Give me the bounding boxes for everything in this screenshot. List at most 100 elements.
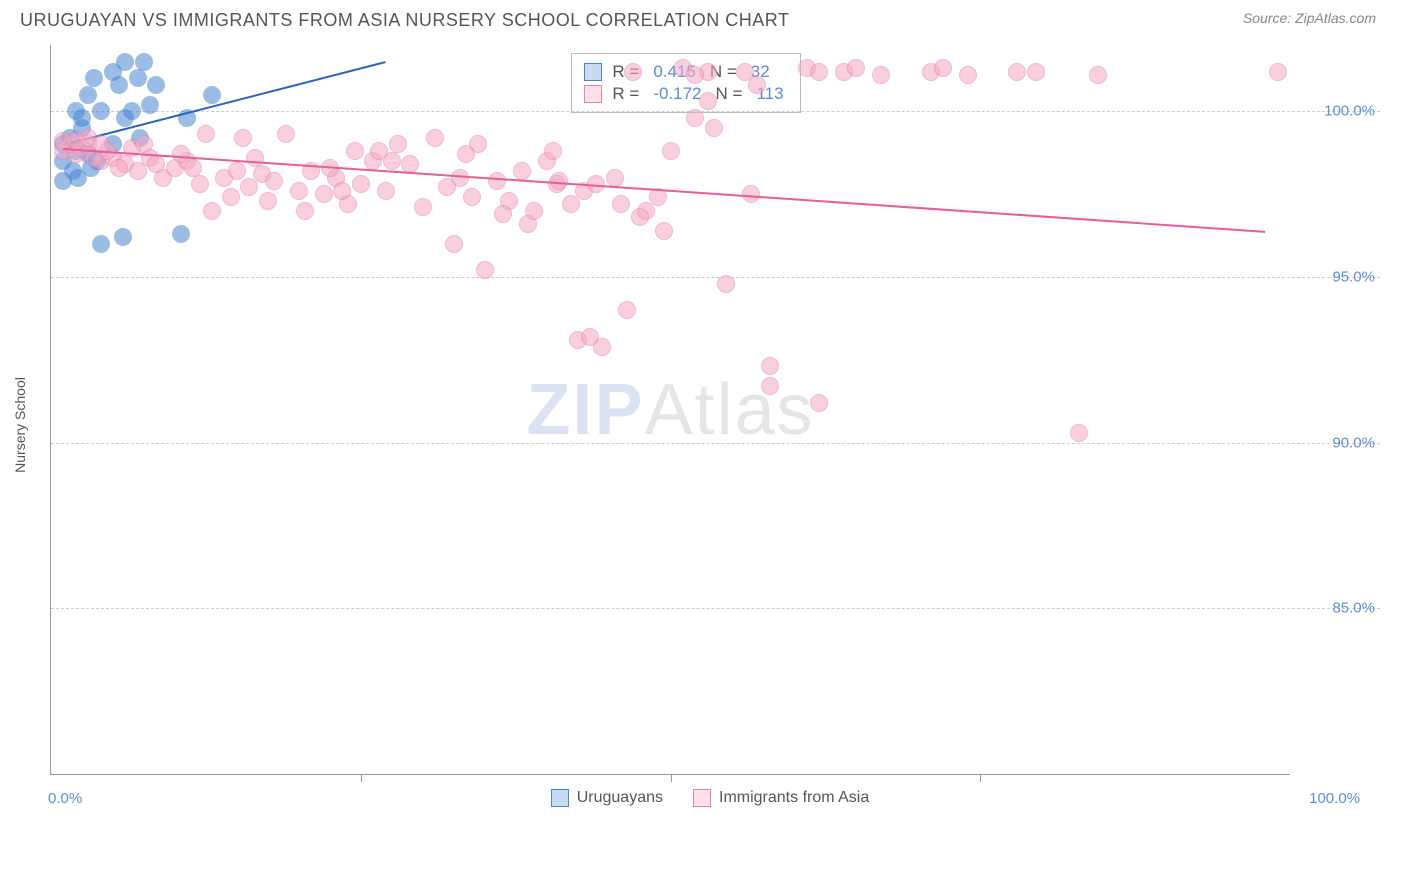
scatter-point-uruguayans bbox=[92, 102, 110, 120]
scatter-point-uruguayans bbox=[114, 228, 132, 246]
x-tick-mark bbox=[671, 774, 672, 782]
scatter-point-immigrants_asia bbox=[333, 182, 351, 200]
y-tick-label: 85.0% bbox=[1332, 600, 1375, 617]
scatter-point-immigrants_asia bbox=[662, 142, 680, 160]
scatter-point-uruguayans bbox=[116, 53, 134, 71]
scatter-point-immigrants_asia bbox=[1269, 63, 1287, 81]
scatter-point-uruguayans bbox=[141, 96, 159, 114]
scatter-point-immigrants_asia bbox=[296, 202, 314, 220]
x-tick-mark bbox=[980, 774, 981, 782]
scatter-point-uruguayans bbox=[73, 109, 91, 127]
scatter-point-immigrants_asia bbox=[686, 109, 704, 127]
y-axis-label: Nursery School bbox=[12, 377, 28, 473]
scatter-point-immigrants_asia bbox=[705, 119, 723, 137]
scatter-point-uruguayans bbox=[92, 235, 110, 253]
gridline-h bbox=[51, 277, 1380, 278]
scatter-point-immigrants_asia bbox=[606, 169, 624, 187]
scatter-point-immigrants_asia bbox=[110, 159, 128, 177]
scatter-point-immigrants_asia bbox=[847, 59, 865, 77]
gridline-h bbox=[51, 111, 1380, 112]
scatter-point-uruguayans bbox=[116, 109, 134, 127]
scatter-point-uruguayans bbox=[85, 69, 103, 87]
stats-n-label: N = bbox=[716, 84, 743, 104]
scatter-point-immigrants_asia bbox=[488, 172, 506, 190]
scatter-point-immigrants_asia bbox=[445, 235, 463, 253]
scatter-point-immigrants_asia bbox=[1027, 63, 1045, 81]
scatter-point-immigrants_asia bbox=[265, 172, 283, 190]
legend-item: Uruguayans bbox=[551, 789, 663, 807]
watermark-rest: Atlas bbox=[644, 370, 814, 450]
source-attribution: Source: ZipAtlas.com bbox=[1243, 10, 1376, 26]
scatter-point-immigrants_asia bbox=[222, 188, 240, 206]
scatter-point-immigrants_asia bbox=[810, 394, 828, 412]
legend-label: Uruguayans bbox=[577, 789, 663, 807]
gridline-h bbox=[51, 443, 1380, 444]
scatter-point-immigrants_asia bbox=[494, 205, 512, 223]
scatter-point-immigrants_asia bbox=[1008, 63, 1026, 81]
scatter-point-immigrants_asia bbox=[389, 135, 407, 153]
gridline-h bbox=[51, 608, 1380, 609]
scatter-point-immigrants_asia bbox=[246, 149, 264, 167]
scatter-point-immigrants_asia bbox=[457, 145, 475, 163]
stats-swatch bbox=[584, 63, 602, 81]
legend-swatch bbox=[551, 789, 569, 807]
scatter-point-immigrants_asia bbox=[593, 338, 611, 356]
chart-container: Nursery School ZIPAtlas R =0.415N =32R =… bbox=[40, 45, 1380, 805]
scatter-point-immigrants_asia bbox=[234, 129, 252, 147]
scatter-point-immigrants_asia bbox=[426, 129, 444, 147]
header: URUGUAYAN VS IMMIGRANTS FROM ASIA NURSER… bbox=[0, 0, 1406, 31]
scatter-point-uruguayans bbox=[79, 86, 97, 104]
bottom-legend: Uruguayans Immigrants from Asia bbox=[40, 789, 1380, 807]
scatter-point-uruguayans bbox=[129, 69, 147, 87]
scatter-point-immigrants_asia bbox=[290, 182, 308, 200]
stats-swatch bbox=[584, 85, 602, 103]
scatter-point-immigrants_asia bbox=[147, 155, 165, 173]
scatter-point-uruguayans bbox=[172, 225, 190, 243]
scatter-point-immigrants_asia bbox=[618, 301, 636, 319]
scatter-point-immigrants_asia bbox=[203, 202, 221, 220]
watermark-bold: ZIP bbox=[526, 370, 644, 450]
scatter-point-immigrants_asia bbox=[699, 92, 717, 110]
scatter-point-immigrants_asia bbox=[513, 162, 531, 180]
plot-area: ZIPAtlas R =0.415N =32R =-0.172N =113 85… bbox=[50, 45, 1290, 775]
scatter-point-immigrants_asia bbox=[197, 125, 215, 143]
scatter-point-immigrants_asia bbox=[655, 222, 673, 240]
scatter-point-immigrants_asia bbox=[377, 182, 395, 200]
scatter-point-immigrants_asia bbox=[1070, 424, 1088, 442]
scatter-point-immigrants_asia bbox=[872, 66, 890, 84]
legend-label: Immigrants from Asia bbox=[719, 789, 869, 807]
scatter-point-uruguayans bbox=[147, 76, 165, 94]
scatter-point-immigrants_asia bbox=[315, 185, 333, 203]
scatter-point-immigrants_asia bbox=[228, 162, 246, 180]
y-tick-label: 90.0% bbox=[1332, 434, 1375, 451]
legend-item: Immigrants from Asia bbox=[693, 789, 869, 807]
scatter-point-immigrants_asia bbox=[761, 357, 779, 375]
scatter-point-immigrants_asia bbox=[476, 261, 494, 279]
chart-title: URUGUAYAN VS IMMIGRANTS FROM ASIA NURSER… bbox=[20, 10, 789, 31]
y-tick-label: 100.0% bbox=[1324, 103, 1375, 120]
scatter-point-immigrants_asia bbox=[259, 192, 277, 210]
scatter-point-immigrants_asia bbox=[761, 377, 779, 395]
scatter-point-immigrants_asia bbox=[352, 175, 370, 193]
scatter-point-immigrants_asia bbox=[414, 198, 432, 216]
scatter-point-immigrants_asia bbox=[624, 63, 642, 81]
scatter-point-immigrants_asia bbox=[612, 195, 630, 213]
legend-swatch bbox=[693, 789, 711, 807]
scatter-point-immigrants_asia bbox=[959, 66, 977, 84]
scatter-point-immigrants_asia bbox=[525, 202, 543, 220]
scatter-point-immigrants_asia bbox=[346, 142, 364, 160]
x-tick-mark bbox=[361, 774, 362, 782]
scatter-point-immigrants_asia bbox=[277, 125, 295, 143]
scatter-point-immigrants_asia bbox=[810, 63, 828, 81]
scatter-point-immigrants_asia bbox=[686, 66, 704, 84]
scatter-point-immigrants_asia bbox=[1089, 66, 1107, 84]
scatter-point-immigrants_asia bbox=[135, 135, 153, 153]
scatter-point-immigrants_asia bbox=[717, 275, 735, 293]
stats-r-label: R = bbox=[612, 84, 639, 104]
scatter-point-uruguayans bbox=[135, 53, 153, 71]
scatter-point-immigrants_asia bbox=[934, 59, 952, 77]
y-tick-label: 95.0% bbox=[1332, 268, 1375, 285]
scatter-point-immigrants_asia bbox=[631, 208, 649, 226]
scatter-point-immigrants_asia bbox=[544, 142, 562, 160]
stats-r-value: -0.172 bbox=[653, 84, 701, 104]
